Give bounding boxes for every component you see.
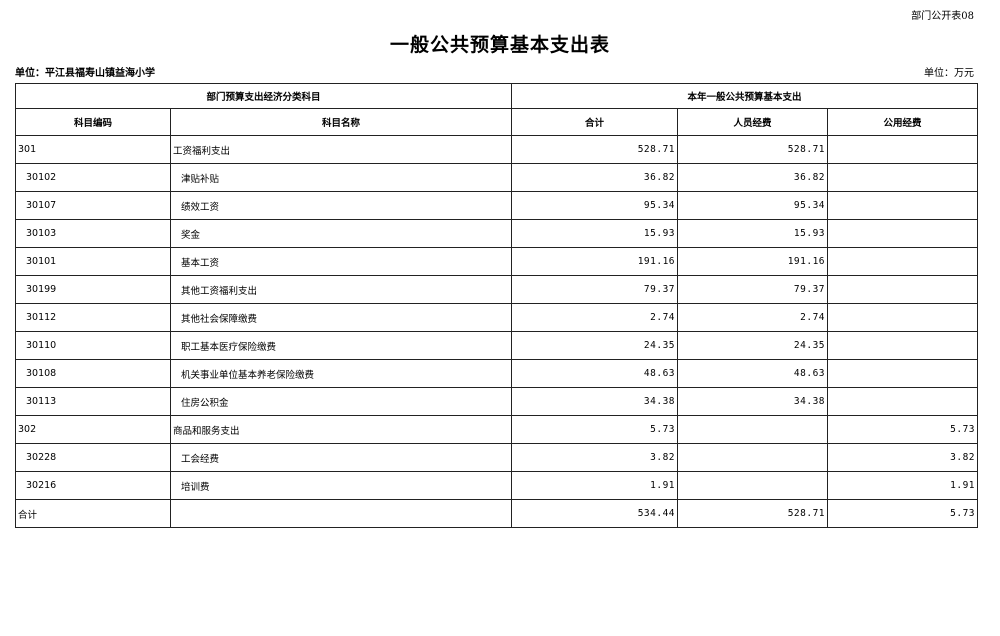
cell-personnel: 528.71 xyxy=(677,135,829,164)
cell-total: 34.38 xyxy=(511,387,679,416)
cell-personnel: 15.93 xyxy=(677,219,829,248)
form-number: 部门公开表08 xyxy=(911,11,974,22)
table-row: 30112 其他社会保障缴费 2.74 2.74 xyxy=(15,303,979,332)
group-header-row: 部门预算支出经济分类科目 本年一般公共预算基本支出 xyxy=(14,83,979,109)
cell-total: 528.71 xyxy=(511,135,679,164)
table-row: 30108 机关事业单位基本养老保险缴费 48.63 48.63 xyxy=(15,359,979,388)
group-header-classification: 部门预算支出经济分类科目 xyxy=(14,83,513,109)
cell-personnel: 79.37 xyxy=(677,275,829,304)
cell-public: 1.91 xyxy=(827,471,979,500)
cell-personnel: 2.74 xyxy=(677,303,829,332)
group-header-expenditure: 本年一般公共预算基本支出 xyxy=(511,83,979,109)
cell-total: 534.44 xyxy=(511,499,679,528)
column-header-personnel: 人员经费 xyxy=(677,108,829,136)
column-header-name: 科目名称 xyxy=(169,108,513,136)
cell-personnel: 528.71 xyxy=(677,499,829,528)
column-header-code: 科目编码 xyxy=(15,108,171,136)
cell-name: 住房公积金 xyxy=(169,387,513,416)
cell-public xyxy=(827,247,979,276)
cell-name: 其他工资福利支出 xyxy=(169,275,513,304)
cell-public xyxy=(827,135,979,164)
cell-name: 培训费 xyxy=(169,471,513,500)
cell-public xyxy=(827,163,979,192)
cell-code: 30113 xyxy=(15,387,171,416)
cell-total: 95.34 xyxy=(511,191,679,220)
cell-name: 绩效工资 xyxy=(169,191,513,220)
table-row: 30199 其他工资福利支出 79.37 79.37 xyxy=(15,275,979,304)
table-row: 30103 奖金 15.93 15.93 xyxy=(15,219,979,248)
total-row: 合计 534.44 528.71 5.73 xyxy=(15,499,979,528)
cell-name: 其他社会保障缴费 xyxy=(169,303,513,332)
cell-code: 30101 xyxy=(15,247,171,276)
cell-total: 191.16 xyxy=(511,247,679,276)
cell-code: 302 xyxy=(15,415,171,444)
cell-total: 2.74 xyxy=(511,303,679,332)
cell-total: 24.35 xyxy=(511,331,679,360)
cell-name: 基本工资 xyxy=(169,247,513,276)
table-row: 30101 基本工资 191.16 191.16 xyxy=(15,247,979,276)
table-row: 30102 津贴补贴 36.82 36.82 xyxy=(15,163,979,192)
cell-public xyxy=(827,219,979,248)
cell-public xyxy=(827,331,979,360)
table-row: 30216 培训费 1.91 1.91 xyxy=(15,471,979,500)
cell-personnel: 34.38 xyxy=(677,387,829,416)
cell-personnel: 24.35 xyxy=(677,331,829,360)
cell-public xyxy=(827,191,979,220)
cell-name: 工资福利支出 xyxy=(169,135,513,164)
cell-name: 商品和服务支出 xyxy=(169,415,513,444)
cell-code: 301 xyxy=(15,135,171,164)
cell-total: 1.91 xyxy=(511,471,679,500)
column-header-total: 合计 xyxy=(511,108,679,136)
cell-public: 3.82 xyxy=(827,443,979,472)
table-row: 30113 住房公积金 34.38 34.38 xyxy=(15,387,979,416)
cell-total: 15.93 xyxy=(511,219,679,248)
cell-total: 48.63 xyxy=(511,359,679,388)
cell-total: 79.37 xyxy=(511,275,679,304)
cell-name: 机关事业单位基本养老保险缴费 xyxy=(169,359,513,388)
column-header-public: 公用经费 xyxy=(827,108,979,136)
cell-personnel xyxy=(677,471,829,500)
cell-personnel xyxy=(677,415,829,444)
cell-total: 36.82 xyxy=(511,163,679,192)
cell-personnel: 191.16 xyxy=(677,247,829,276)
cell-name: 工会经费 xyxy=(169,443,513,472)
cell-personnel: 48.63 xyxy=(677,359,829,388)
cell-code: 30110 xyxy=(15,331,171,360)
cell-public: 5.73 xyxy=(827,499,979,528)
table-row: 302 商品和服务支出 5.73 5.73 xyxy=(15,415,979,444)
cell-code: 30102 xyxy=(15,163,171,192)
cell-personnel xyxy=(677,443,829,472)
column-header-row: 科目编码 科目名称 合计 人员经费 公用经费 xyxy=(15,108,979,136)
table-row: 30228 工会经费 3.82 3.82 xyxy=(15,443,979,472)
cell-personnel: 36.82 xyxy=(677,163,829,192)
organization-label: 单位：平江县福寿山镇益海小学 xyxy=(15,68,155,79)
cell-code: 30199 xyxy=(15,275,171,304)
cell-code: 30216 xyxy=(15,471,171,500)
page-title: 一般公共预算基本支出表 xyxy=(389,34,610,56)
cell-public xyxy=(827,359,979,388)
cell-public: 5.73 xyxy=(827,415,979,444)
cell-code: 30112 xyxy=(15,303,171,332)
cell-public xyxy=(827,275,979,304)
cell-name xyxy=(169,499,513,528)
budget-table: 部门预算支出经济分类科目 本年一般公共预算基本支出 科目编码 科目名称 合计 人… xyxy=(14,83,979,528)
cell-code: 30228 xyxy=(15,443,171,472)
cell-code: 30108 xyxy=(15,359,171,388)
cell-total: 5.73 xyxy=(511,415,679,444)
cell-code: 30107 xyxy=(15,191,171,220)
cell-name: 奖金 xyxy=(169,219,513,248)
table-row: 30110 职工基本医疗保险缴费 24.35 24.35 xyxy=(15,331,979,360)
currency-unit-label: 单位：万元 xyxy=(924,68,974,79)
cell-total: 3.82 xyxy=(511,443,679,472)
cell-personnel: 95.34 xyxy=(677,191,829,220)
cell-name: 职工基本医疗保险缴费 xyxy=(169,331,513,360)
cell-name: 津贴补贴 xyxy=(169,163,513,192)
cell-code: 合计 xyxy=(15,499,171,528)
cell-public xyxy=(827,387,979,416)
cell-code: 30103 xyxy=(15,219,171,248)
table-row: 301 工资福利支出 528.71 528.71 xyxy=(15,135,979,164)
cell-public xyxy=(827,303,979,332)
table-row: 30107 绩效工资 95.34 95.34 xyxy=(15,191,979,220)
